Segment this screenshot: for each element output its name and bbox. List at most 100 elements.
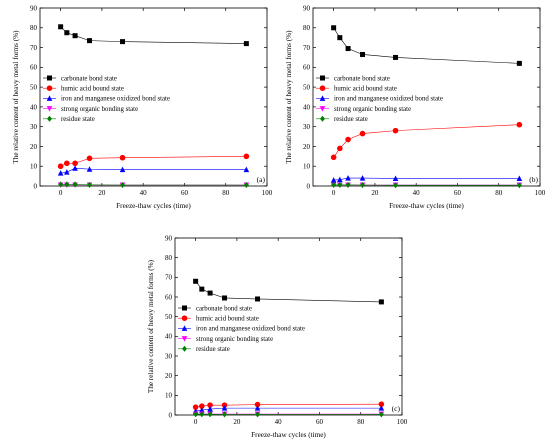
panel-a-ytick-label-6: 60	[30, 64, 38, 72]
panel-c-series-4-point-3	[222, 411, 228, 418]
panel-b-ytick-label-9: 90	[303, 4, 311, 12]
panel-b-ytick-label-5: 50	[303, 84, 311, 92]
panel-a-series-2-point-3	[86, 166, 93, 172]
panel-b-ytick-label-0: 0	[307, 182, 311, 190]
panel-c-xtick-label-4: 80	[357, 418, 365, 426]
panel-b-ytick-label-7: 70	[303, 44, 311, 52]
panel-c-series-2	[192, 405, 385, 414]
panel-b-legend-label-4: residue state	[334, 116, 368, 123]
panel-b-series-2-point-2	[345, 175, 351, 181]
panel-a-series-0-point-0	[58, 24, 64, 30]
panel-c-legend-marker-2	[181, 325, 188, 331]
panel-c-series-2-point-5	[378, 405, 385, 411]
panel-a-series-4-point-5	[243, 182, 249, 189]
panel-a-series-1-point-0	[57, 163, 64, 170]
panel-a-series-0-point-5	[243, 41, 249, 47]
panel-a-xtick-label-4: 80	[222, 189, 230, 197]
panel-a-ytick-label-3: 30	[30, 123, 38, 131]
panel-a-xlabel: Freeze-thaw cycles (time)	[116, 202, 191, 210]
panel-b-legend-marker-1	[319, 85, 326, 91]
panel-a-ylabel: The relative content of heavy metal form…	[12, 30, 20, 164]
panel-b-legend-marker-2	[319, 95, 326, 101]
panel-a-label: (a)	[257, 175, 266, 184]
panel-b-series-2-point-1	[337, 176, 343, 183]
panel-c-xtick-label-5: 100	[397, 418, 408, 426]
panel-b-ylabel: The relative content of heavy metal form…	[285, 30, 293, 164]
panel-b-legend-label-0: carbonate bond state	[334, 75, 390, 82]
panel-c-frame	[174, 237, 403, 416]
panel-c-series-1-point-2	[207, 402, 213, 408]
panel-a-ytick-label-4: 40	[30, 103, 38, 111]
panel-b-series-2	[330, 175, 523, 183]
panel-b-legend-label-2: iron and manganese oxidized bond state	[334, 96, 443, 103]
panel-b-legend-label-1: humic acid bound state	[334, 86, 397, 93]
panel-b-series-2-point-4	[392, 175, 399, 181]
panel-c-legend-label-2: iron and manganese oxidized bond state	[196, 326, 305, 333]
panel-c-legend-marker-0	[182, 305, 187, 311]
panel-c-ytick-label-8: 80	[165, 254, 173, 262]
panel-c-series-2-point-3	[221, 405, 228, 411]
panel-a-ytick-label-2: 20	[30, 143, 38, 151]
panel-b-xtick-label-0: 0	[332, 189, 336, 197]
panel-a-series-1-point-4	[119, 154, 126, 161]
panel-a-series-4-point-1	[64, 181, 70, 188]
panel-a-legend-marker-2	[46, 95, 53, 101]
panel-a-ytick-label-5: 50	[30, 84, 38, 92]
panel-a-legend-marker-0	[47, 75, 52, 81]
panel-a-series-0-point-1	[64, 30, 70, 36]
panel-a-series-2-point-4	[119, 166, 126, 173]
panel-b-xtick-label-3: 60	[454, 189, 462, 197]
panel-c-xtick-label-3: 60	[316, 418, 324, 426]
panel-a-series-0-point-3	[87, 38, 93, 44]
panel-a: 0 20 40 60 80 100 0 10 20 30 40 50 60 70 80 90 Freeze-th…	[12, 4, 273, 210]
panel-c-legend-marker-3	[181, 336, 188, 342]
panel-a-xtick-label-1: 20	[98, 189, 106, 197]
panel-c-ytick-label-6: 60	[165, 293, 173, 301]
panel-c-ytick-label-0: 0	[169, 411, 173, 419]
panel-c-series-4-point-5	[378, 411, 384, 418]
panel-b-series-2-point-3	[359, 175, 366, 181]
panel-c-series-0-point-2	[207, 290, 213, 296]
panel-c-legend-label-4: residue state	[196, 346, 230, 353]
panel-b-series-0-point-3	[360, 51, 366, 57]
panel-c-series-2-point-1	[199, 407, 205, 413]
panel-b-series-2-point-0	[330, 177, 337, 183]
panel-a-series-2-point-2	[72, 165, 78, 171]
panel-b-ytick-label-8: 80	[303, 24, 311, 32]
panel-b-xlabel: Freeze-thaw cycles (time)	[389, 202, 464, 210]
panel-a-ytick-label-0: 0	[34, 182, 38, 190]
panel-a-frame	[39, 7, 268, 187]
panel-b-legend-label-3: strong organic bonding state	[334, 106, 411, 113]
panel-c-series-0-point-0	[193, 278, 199, 284]
panel-b-series-0-line	[333, 27, 520, 64]
panel-c-xtick-label-1: 20	[233, 418, 241, 426]
panel-a-series-4-point-2	[72, 181, 78, 188]
panel-a-series-1	[57, 153, 250, 170]
panel-a-series-4-point-3	[87, 181, 93, 188]
panel-c-xtick-label-2: 40	[275, 418, 283, 426]
panel-c-series-1	[192, 401, 385, 410]
panel-a-xtick-label-2: 40	[140, 189, 148, 197]
panel-b-series-1-line	[333, 124, 520, 158]
panel-c-series-4-point-1	[199, 411, 205, 418]
panel-a-ytick-label-8: 80	[30, 24, 38, 32]
panel-b-series-1	[330, 121, 523, 161]
panel-c-series-1-point-4	[254, 401, 261, 408]
panel-a-series-0-point-2	[72, 33, 78, 39]
panel-c-legend-marker-4	[182, 345, 187, 352]
panel-b-ytick-label-3: 30	[303, 123, 311, 131]
panel-b-series-1-point-4	[392, 127, 399, 134]
panel-b-series-4-point-0	[331, 181, 337, 188]
panel-a-series-1-point-5	[243, 153, 250, 160]
panel-c-ytick-label-2: 20	[165, 372, 173, 380]
panel-c-legend-marker-1	[181, 315, 188, 322]
panel-b-series-4-point-3	[360, 182, 366, 189]
panel-c-series-0-point-5	[378, 299, 384, 305]
panel-c-ytick-label-7: 70	[165, 274, 173, 282]
panel-b-series-1-point-2	[345, 136, 351, 143]
panel-c-ytick-label-5: 50	[165, 313, 173, 321]
panel-a-series-2-point-1	[64, 169, 70, 175]
panel-b-ytick-label-2: 20	[303, 143, 311, 151]
panel-b-series-4-point-1	[337, 181, 343, 188]
panel-c-series-0	[193, 278, 384, 305]
